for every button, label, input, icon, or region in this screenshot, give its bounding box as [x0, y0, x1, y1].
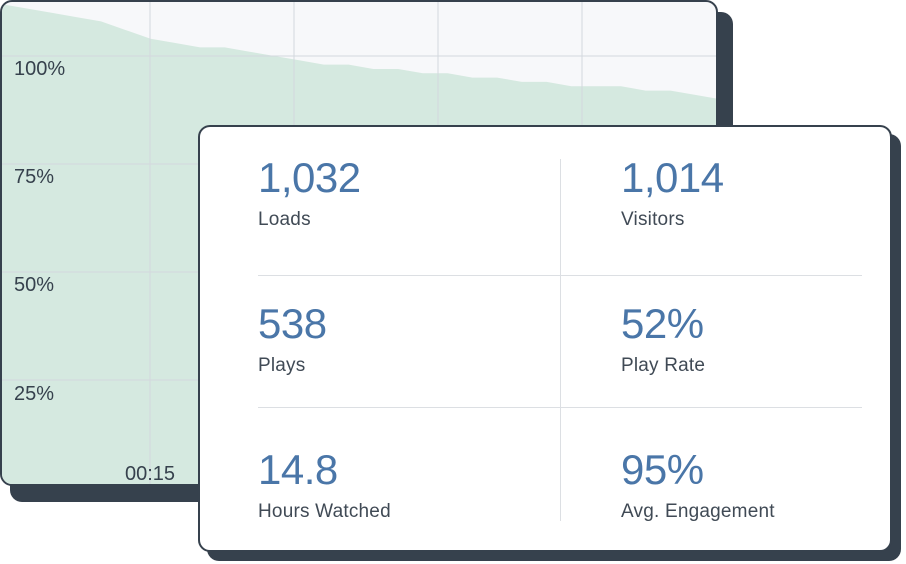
stat-value: 1,014: [621, 154, 724, 201]
stat-value: 538: [258, 300, 327, 347]
stat-plays: 538 Plays: [258, 303, 327, 377]
stat-value: 1,032: [258, 154, 361, 201]
x-tick-label-0015: 00:15: [125, 463, 176, 485]
column-divider: [560, 159, 561, 521]
stat-hours-watched: 14.8 Hours Watched: [258, 449, 391, 523]
stat-label: Loads: [258, 209, 311, 230]
row-divider: [258, 407, 862, 408]
stat-label: Avg. Engagement: [621, 501, 775, 522]
stat-play-rate: 52% Play Rate: [621, 303, 705, 377]
stats-card: 1,032 Loads 1,014 Visitors 538 Plays 52%…: [198, 125, 892, 552]
stat-value: 52%: [621, 300, 704, 347]
y-tick-label-50: 50%: [14, 274, 55, 296]
y-tick-label-25: 25%: [14, 383, 55, 405]
stat-loads: 1,032 Loads: [258, 157, 361, 231]
row-divider: [258, 275, 862, 276]
stat-label: Hours Watched: [258, 501, 391, 522]
y-tick-label-75: 75%: [14, 166, 55, 188]
stat-value: 95%: [621, 446, 704, 493]
y-tick-label-100: 100%: [14, 58, 66, 80]
stat-label: Visitors: [621, 209, 685, 230]
stat-avg-engagement: 95% Avg. Engagement: [621, 449, 775, 523]
stat-visitors: 1,014 Visitors: [621, 157, 724, 231]
stat-value: 14.8: [258, 446, 338, 493]
stat-label: Plays: [258, 355, 306, 376]
stat-label: Play Rate: [621, 355, 706, 376]
